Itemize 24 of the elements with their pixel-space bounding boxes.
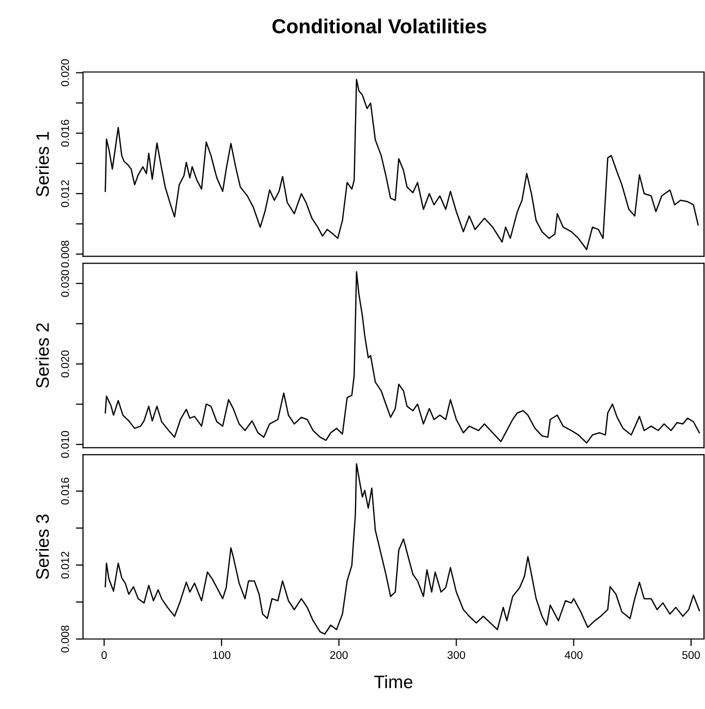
line-series [104, 463, 700, 635]
x-tick-label: 400 [564, 651, 583, 659]
y-tick-label: 0.008 [61, 240, 69, 268]
y-tick-label: 0.030 [61, 270, 69, 297]
y-axis-title: Series 2 [36, 323, 49, 388]
line-series [104, 78, 699, 250]
y-tick-label: 0.010 [61, 430, 69, 458]
y-axis-title: Series 1 [36, 132, 49, 196]
y-tick-label: 0.012 [61, 552, 69, 579]
y-tick-label: 0.016 [61, 120, 69, 147]
y-tick-label: 0.008 [61, 626, 69, 652]
y-tick-label: 0.012 [61, 180, 69, 208]
y-tick-label: 0.016 [61, 478, 69, 505]
y-tick-label: 0.020 [61, 59, 69, 86]
chart-title: Conditional Volatilities [272, 18, 486, 34]
y-axis-title: Series 3 [36, 514, 49, 580]
x-tick-label: 200 [330, 651, 348, 659]
x-tick-label: 0 [101, 651, 107, 659]
x-tick-label: 500 [682, 651, 700, 659]
y-tick-label: 0.020 [61, 350, 69, 378]
x-tick-label: 300 [447, 651, 466, 659]
x-axis-title: Time [374, 675, 412, 688]
x-tick-label: 100 [213, 651, 230, 659]
line-series [104, 271, 700, 444]
